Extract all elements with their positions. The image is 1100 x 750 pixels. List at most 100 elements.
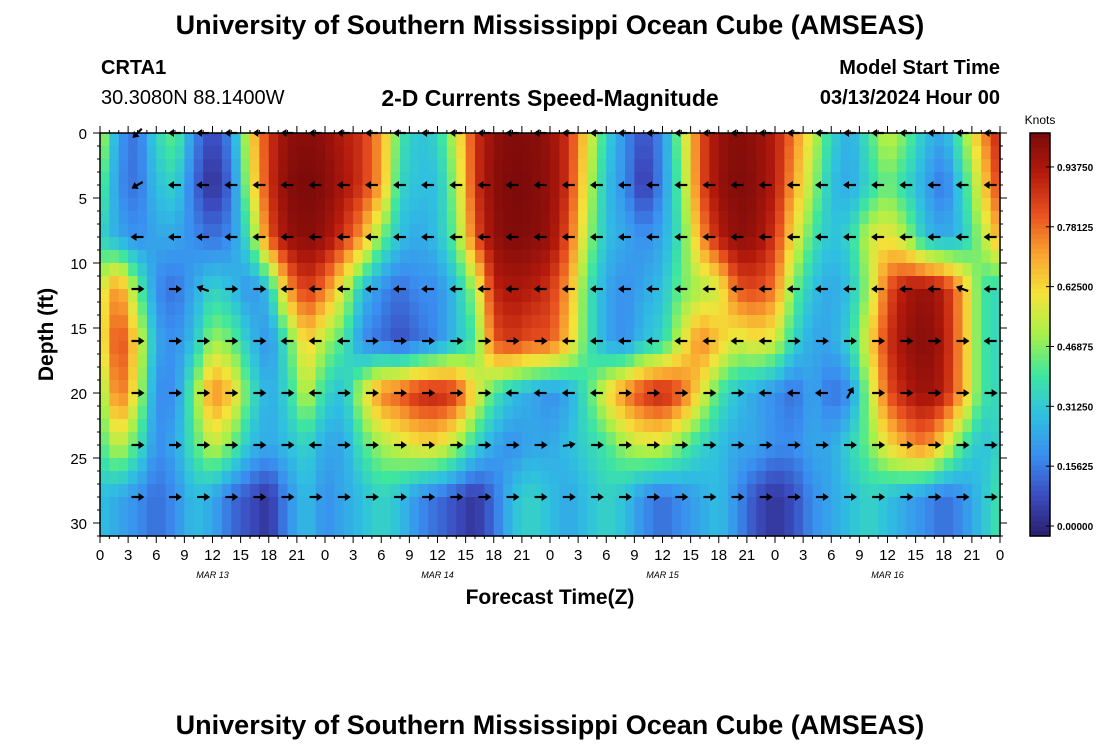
heatmap-cell	[775, 497, 785, 511]
heatmap-cell	[296, 133, 307, 147]
heatmap-cell	[718, 432, 729, 446]
heatmap-cell	[653, 289, 664, 303]
heatmap-cell	[240, 367, 251, 381]
heatmap-cell	[325, 146, 335, 160]
heatmap-cell	[503, 523, 514, 537]
heatmap-cell	[559, 263, 570, 277]
heatmap-cell	[690, 211, 701, 225]
heatmap-cell	[765, 263, 776, 277]
heatmap-cell	[100, 198, 110, 212]
heatmap-cell	[306, 185, 317, 199]
heatmap-cell	[812, 523, 823, 537]
heatmap-cell	[606, 263, 617, 277]
heatmap-cell	[109, 211, 120, 225]
arrow-head	[364, 129, 371, 137]
heatmap-cell	[821, 367, 832, 381]
x-tick-label: 18	[485, 547, 502, 564]
heatmap-cell	[559, 172, 570, 186]
heatmap-cell	[325, 133, 335, 147]
heatmap-cell	[943, 276, 954, 290]
heatmap-cell	[250, 263, 260, 277]
current-arrow	[814, 129, 828, 137]
current-arrow	[899, 129, 913, 137]
heatmap-cell	[831, 315, 842, 329]
heatmap-cell	[737, 367, 748, 381]
heatmap-cell	[840, 146, 851, 160]
arrow-head	[822, 493, 829, 501]
heatmap-cell	[493, 146, 504, 160]
current-arrow	[131, 285, 145, 293]
heatmap-cell	[381, 133, 392, 147]
heatmap-cell	[803, 276, 814, 290]
heatmap-cell	[465, 302, 476, 316]
heatmap-cell	[821, 328, 832, 342]
heatmap-cell	[193, 380, 204, 394]
heatmap-cell	[278, 393, 289, 407]
heatmap-cell	[296, 523, 307, 537]
arrow-head	[654, 441, 661, 449]
heatmap-cell	[775, 354, 785, 368]
heatmap-cell	[240, 263, 251, 277]
heatmap-cell	[625, 146, 635, 160]
heatmap-cell	[259, 458, 270, 472]
heatmap-cell	[521, 276, 532, 290]
heatmap-cell	[896, 237, 907, 251]
heatmap-cell	[681, 406, 692, 420]
arrow-head	[674, 129, 681, 137]
heatmap-cell	[146, 406, 157, 420]
heatmap-cell	[756, 263, 767, 277]
heatmap-cell	[325, 406, 335, 420]
heatmap-cell	[878, 406, 889, 420]
heatmap-cell	[906, 497, 917, 511]
heatmap-cell	[137, 159, 148, 173]
heatmap-cell	[409, 419, 420, 433]
date-label: MAR 15	[646, 570, 680, 580]
arrow-head	[196, 284, 204, 293]
arrow-head	[131, 182, 139, 189]
heatmap-cell	[128, 484, 139, 498]
heatmap-cell	[315, 510, 326, 524]
heatmap-cell	[765, 458, 776, 472]
heatmap-cell	[362, 406, 373, 420]
heatmap-cell	[681, 445, 692, 459]
heatmap-cell	[643, 354, 654, 368]
heatmap-cell	[278, 276, 289, 290]
heatmap-cell	[409, 146, 420, 160]
colorbar-swatch	[1030, 525, 1050, 532]
heatmap-cell	[296, 458, 307, 472]
heatmap-cell	[540, 393, 551, 407]
heatmap-cell	[259, 289, 270, 303]
heatmap-cell	[193, 406, 204, 420]
current-arrow	[364, 285, 378, 293]
heatmap-cell	[887, 471, 898, 485]
heatmap-cell	[578, 185, 589, 199]
heatmap-cell	[578, 159, 589, 173]
heatmap-cell	[100, 328, 110, 342]
heatmap-cell	[925, 146, 935, 160]
heatmap-cell	[512, 237, 523, 251]
heatmap-cell	[587, 406, 598, 420]
heatmap-cell	[831, 302, 842, 316]
arrow-head	[477, 129, 484, 137]
heatmap-cell	[559, 250, 570, 264]
current-arrow	[618, 129, 631, 137]
heatmap-cell	[596, 263, 607, 277]
heatmap-cell	[493, 484, 504, 498]
current-arrow	[225, 493, 239, 501]
arrow-head	[364, 285, 371, 293]
heatmap-cell	[334, 419, 345, 433]
heatmap-cell	[296, 172, 307, 186]
heatmap-cell	[653, 367, 664, 381]
heatmap-cell	[634, 367, 645, 381]
arrow-head	[168, 129, 174, 137]
heatmap-cell	[531, 510, 542, 524]
heatmap-cell	[428, 146, 439, 160]
heatmap-cell	[962, 276, 973, 290]
heatmap-cell	[953, 302, 964, 316]
heatmap-cell	[231, 471, 242, 485]
heatmap-cell	[625, 328, 635, 342]
heatmap-cell	[475, 510, 485, 524]
heatmap-cell	[859, 419, 870, 433]
current-arrow	[589, 389, 603, 397]
heatmap-cell	[418, 211, 429, 225]
